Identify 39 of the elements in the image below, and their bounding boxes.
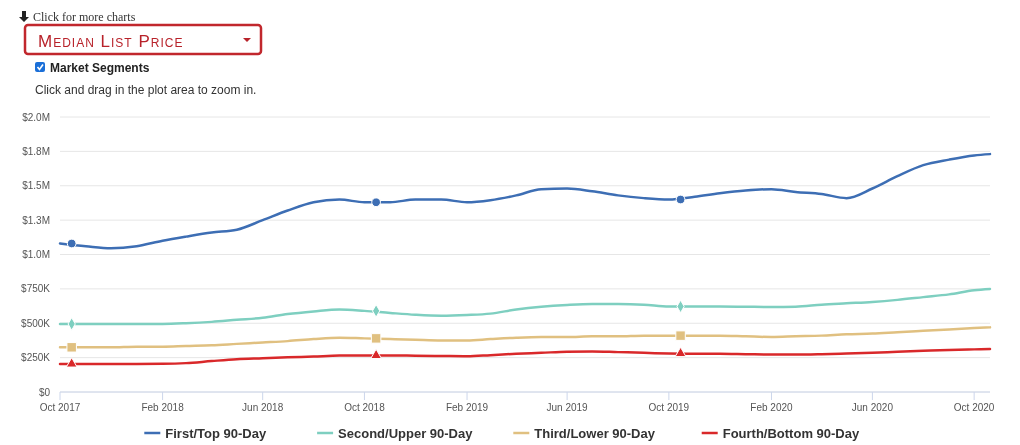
chart-title: Median List Price <box>38 32 184 51</box>
x-tick-label: Oct 2017 <box>39 402 81 413</box>
x-tick-label: Jun 2020 <box>851 402 894 413</box>
text: Click for more charts <box>33 10 136 24</box>
point <box>675 194 686 205</box>
legend-label: Fourth/Bottom 90-Day <box>722 426 860 441</box>
line-series <box>58 347 992 366</box>
y-tick-label: $1.3M <box>22 214 50 226</box>
y-tick-label: $0 <box>38 386 51 398</box>
x-tick-label: Oct 2020 <box>953 402 995 413</box>
y-tick-label: $750K <box>21 283 51 295</box>
line-series <box>58 152 992 250</box>
point <box>371 197 381 208</box>
legend-label: Third/Lower 90-Day <box>534 426 656 441</box>
y-tick-label: $1.0M <box>22 249 50 260</box>
x-tick-label: Feb 2020 <box>750 402 794 413</box>
text: Market Segments <box>50 61 150 75</box>
point <box>65 357 78 368</box>
point <box>674 346 687 358</box>
y-tick-label: $500K <box>21 317 51 329</box>
x-tick-label: Jun 2019 <box>546 402 589 413</box>
y-tick-label: $250K <box>21 352 51 364</box>
legend-label: First/Top 90-Day <box>165 426 267 441</box>
point <box>370 333 382 344</box>
point <box>675 330 686 341</box>
x-tick-label: Jun 2018 <box>242 402 284 413</box>
text: Click and drag in the plot area to zoom in. <box>35 83 257 97</box>
point <box>66 342 77 353</box>
y-tick-label: $1.8M <box>22 145 50 157</box>
y-tick-label: $2.0M <box>22 111 50 123</box>
y-tick-label: $1.5M <box>22 180 50 192</box>
x-tick-label: Feb 2019 <box>445 402 489 413</box>
point <box>370 348 382 360</box>
line-series <box>58 326 992 349</box>
point <box>66 238 77 249</box>
x-tick-label: Feb 2018 <box>141 402 185 413</box>
x-tick-label: Oct 2018 <box>344 402 386 413</box>
legend-label: Second/Upper 90-Day <box>338 426 474 441</box>
x-tick-label: Oct 2019 <box>648 402 690 413</box>
